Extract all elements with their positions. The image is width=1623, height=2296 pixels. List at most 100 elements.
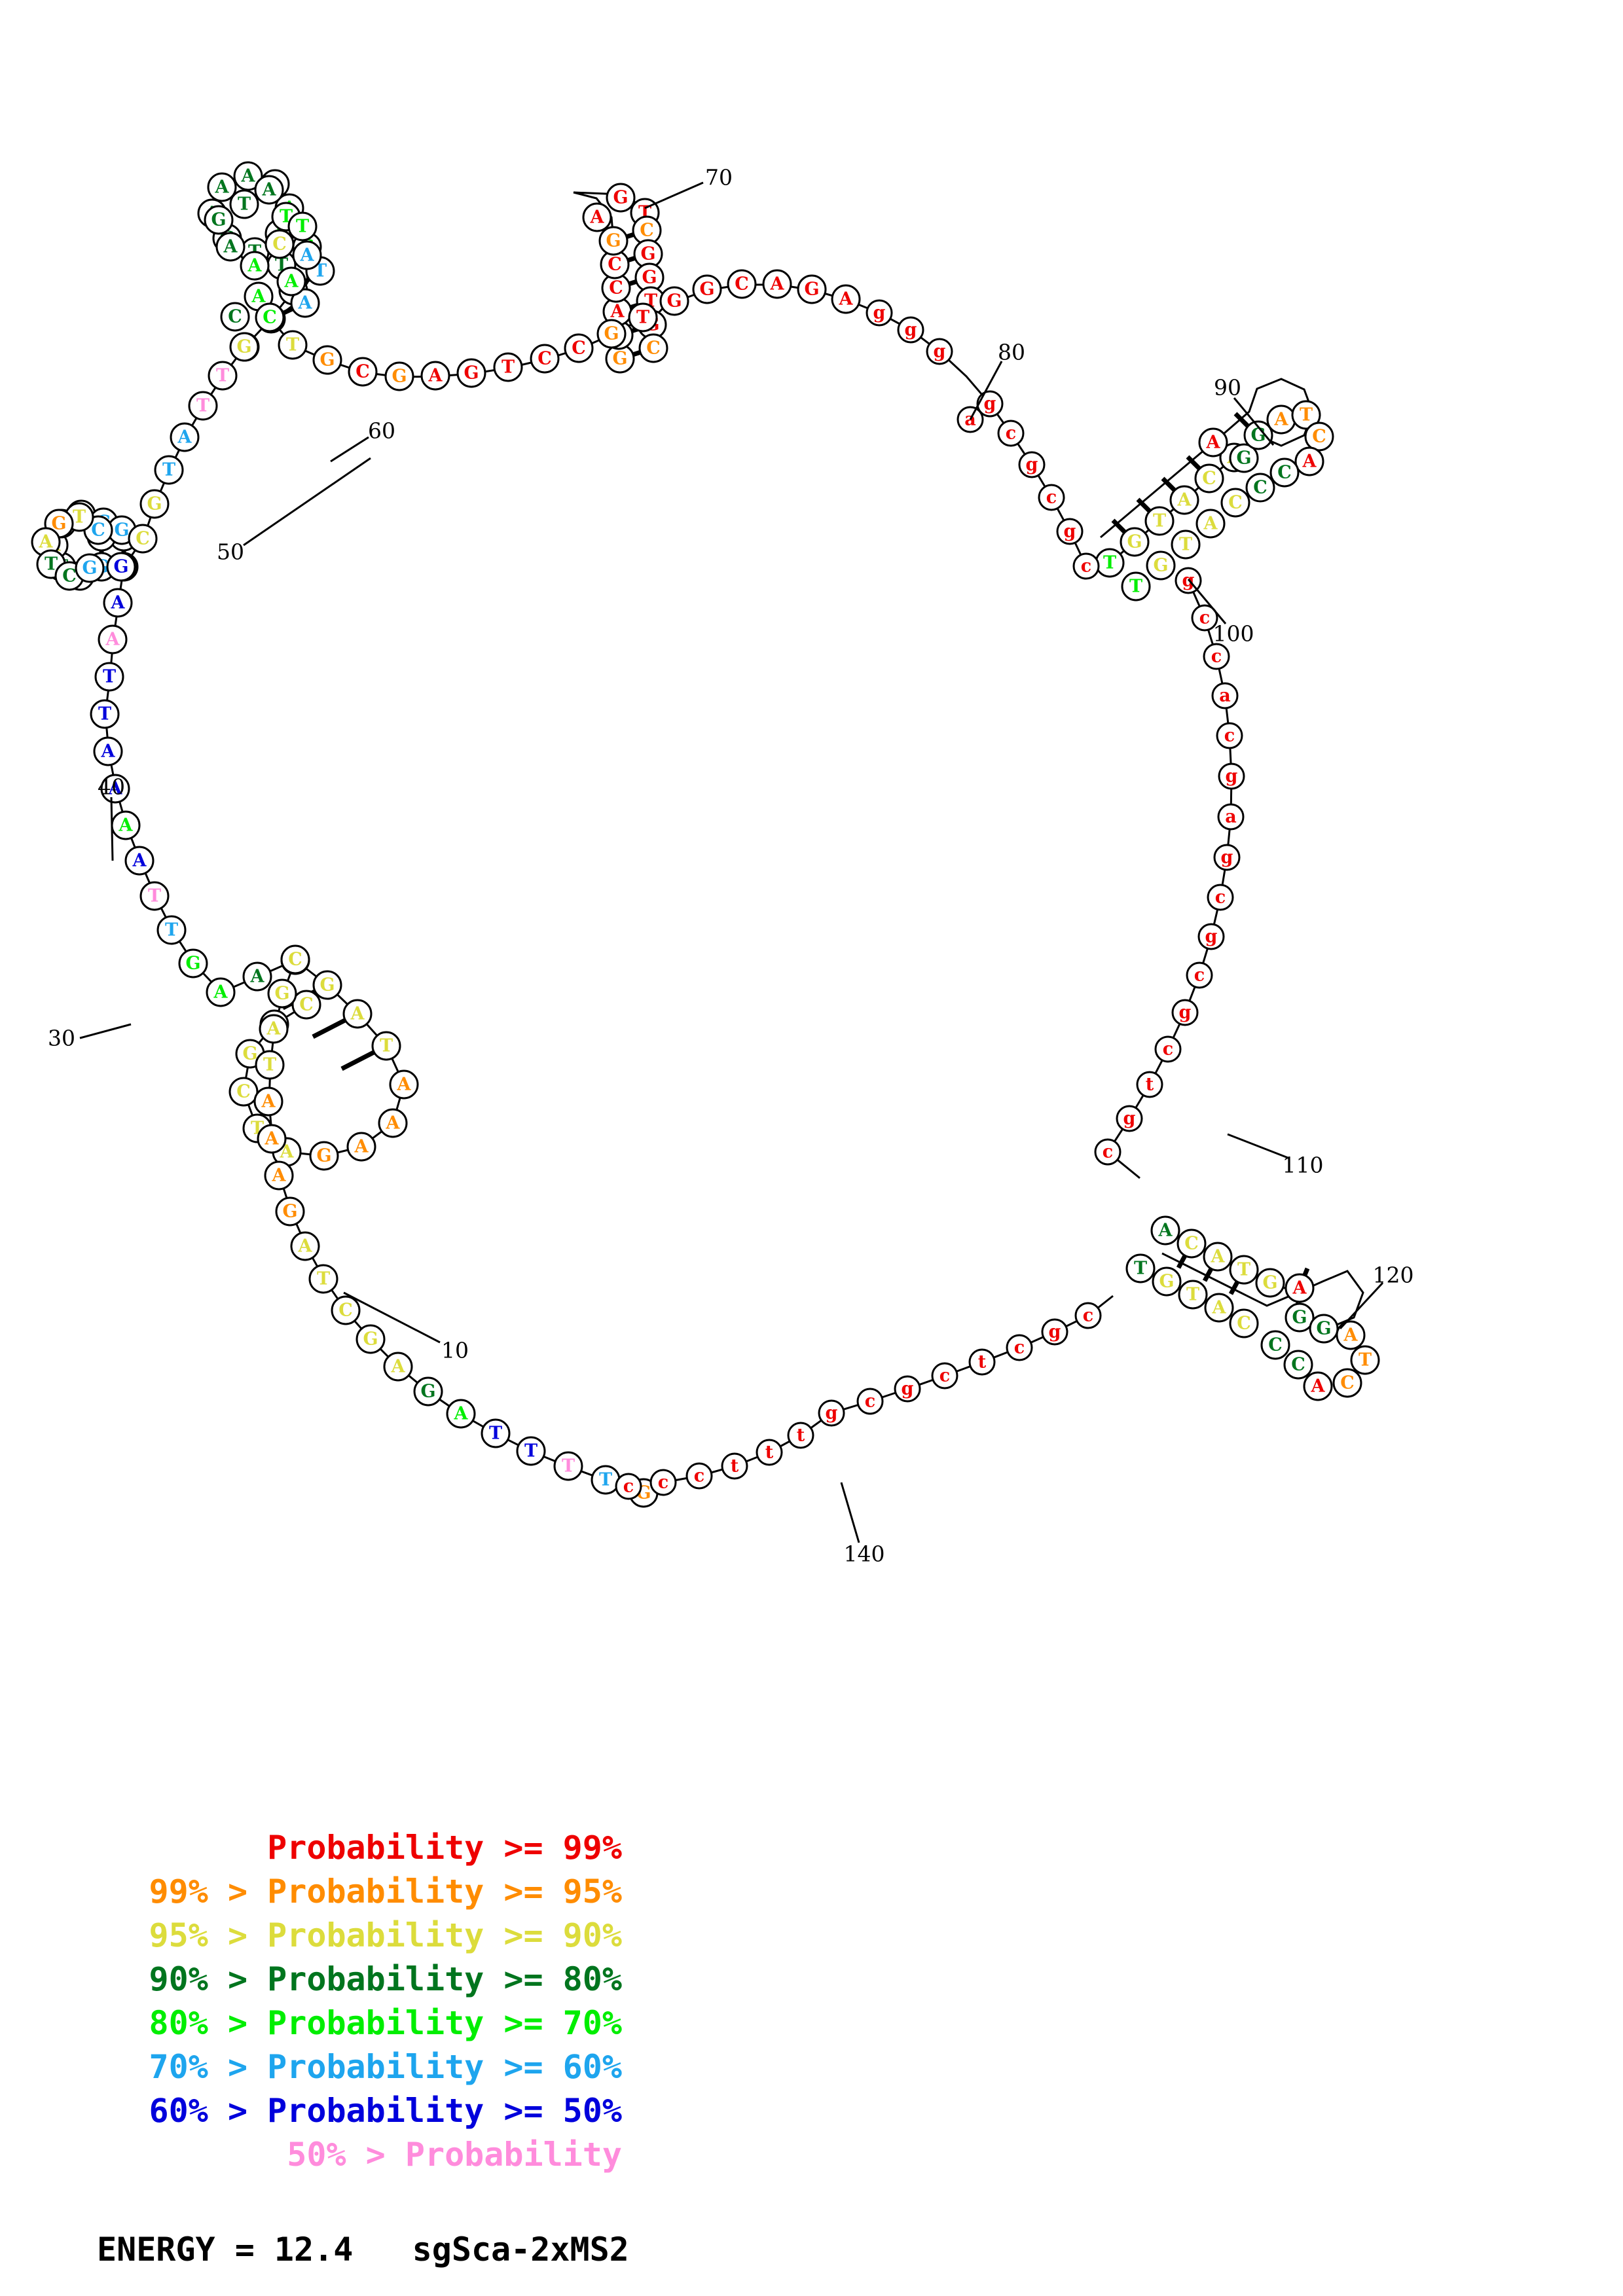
legend-row-80: 90% > Probability >= 80% — [149, 1960, 622, 1998]
nucleotide: A — [446, 1399, 476, 1429]
svg-text:C: C — [1340, 1373, 1355, 1393]
svg-text:A: A — [1212, 1298, 1227, 1318]
svg-text:A: A — [39, 532, 54, 552]
svg-text:t: t — [731, 1456, 739, 1477]
svg-text:c: c — [1194, 965, 1205, 986]
svg-text:t: t — [1146, 1075, 1154, 1095]
legend-row-95: 99% > Probability >= 95% — [149, 1873, 622, 1910]
svg-text:G: G — [666, 291, 682, 312]
svg-text:g: g — [905, 320, 917, 340]
svg-text:T: T — [196, 396, 210, 416]
svg-text:c: c — [1224, 726, 1235, 746]
nucleotide-3prime: g — [1171, 999, 1199, 1026]
energy-label: ENERGY = 12.4 sgSca-2xMS2 — [97, 2231, 629, 2269]
svg-text:g: g — [1179, 1003, 1192, 1023]
svg-text:g: g — [1226, 766, 1238, 787]
svg-text:C: C — [572, 338, 586, 359]
nucleotide-3prime: g — [1018, 451, 1046, 478]
nucleotide-3prime: t — [721, 1452, 748, 1480]
svg-text:G: G — [363, 1329, 378, 1350]
svg-text:G: G — [242, 1044, 257, 1064]
nucleotide: C — [280, 944, 310, 975]
svg-text:A: A — [264, 1129, 280, 1149]
svg-text:A: A — [770, 274, 785, 295]
svg-text:C: C — [1184, 1234, 1199, 1254]
nucleotide: T — [90, 699, 120, 729]
nucleotide: T — [493, 352, 523, 382]
nucleotide: G — [139, 489, 170, 519]
svg-text:G: G — [319, 975, 335, 996]
svg-text:G: G — [1127, 532, 1142, 552]
svg-text:A: A — [354, 1137, 369, 1157]
svg-text:A: A — [119, 816, 134, 836]
nucleotide: A — [254, 175, 284, 205]
svg-text:T: T — [599, 1470, 612, 1490]
nucleotide: G — [229, 332, 259, 362]
svg-text:T: T — [562, 1456, 575, 1477]
nucleotide: T — [139, 881, 170, 911]
position-tick-10: 10 — [343, 1291, 469, 1363]
svg-text:C: C — [228, 307, 242, 327]
svg-text:110: 110 — [1283, 1153, 1324, 1178]
svg-text:T: T — [1179, 535, 1192, 555]
svg-text:A: A — [251, 287, 266, 307]
svg-text:T: T — [165, 920, 178, 941]
nucleotide-3prime: c — [997, 420, 1025, 447]
nucleotide: T — [481, 1418, 511, 1448]
svg-text:T: T — [1103, 553, 1116, 573]
svg-text:t: t — [797, 1426, 805, 1446]
svg-text:A: A — [177, 427, 192, 448]
svg-text:T: T — [148, 886, 161, 906]
nucleotide-3prime: c — [615, 1473, 642, 1500]
position-tick-70: 70 — [644, 165, 733, 209]
rna-structure-diagram: C G A T A A A G A T C G G C G G C T A G … — [31, 161, 1414, 1567]
svg-text:T: T — [73, 507, 86, 528]
probability-legend: Probability >= 99% 99% > Probability >= … — [98, 1826, 884, 2177]
svg-text:A: A — [266, 1019, 282, 1039]
svg-text:A: A — [1211, 1247, 1226, 1267]
svg-text:T: T — [1359, 1350, 1372, 1371]
svg-text:A: A — [1206, 433, 1221, 453]
svg-text:C: C — [338, 1300, 353, 1321]
svg-text:A: A — [262, 180, 277, 200]
position-tick-80: 80 — [969, 340, 1025, 420]
legend-row-99: Probability >= 99% — [267, 1829, 622, 1867]
svg-text:A: A — [386, 1113, 401, 1134]
svg-text:g: g — [902, 1379, 914, 1399]
svg-text:c: c — [1211, 647, 1222, 667]
nucleotide: G — [178, 948, 208, 978]
svg-text:g: g — [984, 394, 996, 414]
nucleotide: A — [170, 422, 200, 452]
svg-text:A: A — [1343, 1325, 1359, 1346]
nucleotide-3prime: t — [756, 1439, 783, 1466]
nucleotide: G — [356, 1324, 386, 1354]
nucleotide: A — [276, 266, 306, 296]
svg-text:c: c — [1014, 1338, 1025, 1358]
svg-text:G: G — [1153, 556, 1168, 576]
svg-text:C: C — [609, 278, 623, 298]
svg-text:T: T — [489, 1424, 502, 1444]
svg-text:c: c — [1081, 556, 1091, 577]
svg-text:c: c — [694, 1466, 704, 1486]
nucleotide: A — [93, 736, 123, 766]
svg-text:T: T — [263, 1055, 276, 1075]
svg-text:A: A — [1203, 514, 1218, 534]
nucleotide: T — [94, 662, 124, 692]
nucleotide-3prime: g — [1116, 1105, 1143, 1132]
nucleotide-3prime: c — [1154, 1035, 1182, 1063]
svg-text:A: A — [223, 237, 238, 257]
svg-text:T: T — [103, 667, 116, 687]
nucleotide: G — [204, 205, 234, 235]
nucleotide: A — [206, 977, 236, 1007]
svg-text:C: C — [538, 349, 552, 369]
svg-text:T: T — [296, 217, 309, 237]
svg-text:c: c — [1083, 1306, 1093, 1326]
nucleotide: A — [259, 1014, 289, 1044]
svg-text:A: A — [284, 272, 299, 292]
nucleotide: T — [278, 330, 308, 360]
nucleotide-3prime: g — [1041, 1318, 1068, 1346]
svg-text:A: A — [454, 1404, 469, 1424]
nucleotide: A — [242, 961, 272, 992]
svg-text:t: t — [765, 1443, 774, 1463]
svg-text:70: 70 — [705, 165, 733, 190]
